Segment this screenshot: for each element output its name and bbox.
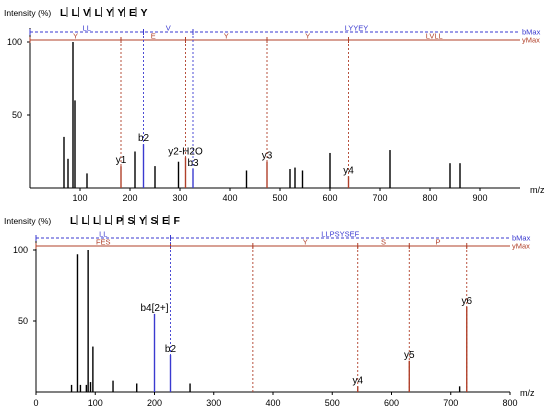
y-ladder-label: Y <box>224 32 229 41</box>
b-ladder-label: LLPSYSEF <box>321 230 359 239</box>
x-tick-label: 300 <box>172 193 187 203</box>
sequence-residue: P <box>116 215 123 227</box>
sequence-residue: L <box>60 7 67 19</box>
y-series-name: yMax <box>512 242 530 251</box>
sequence-residue: V <box>83 7 90 19</box>
x-tick-label: 400 <box>222 193 237 203</box>
sequence-residue: S <box>151 215 158 227</box>
y-ladder-label: Y <box>305 32 310 41</box>
b-series-name: bMax <box>522 28 541 37</box>
peak-annotation: b2 <box>165 344 177 355</box>
x-tick-label: 100 <box>72 193 87 203</box>
x-tick-label: 200 <box>122 193 137 203</box>
x-tick-label: 800 <box>502 398 517 408</box>
sequence-residue: L <box>82 215 89 227</box>
sequence-residue: L <box>105 215 112 227</box>
b-ladder-label: LL <box>99 230 107 239</box>
sequence-residue: L <box>95 7 102 19</box>
y-ladder-label: P <box>436 238 441 247</box>
b-series-name: bMax <box>512 234 531 243</box>
y-ladder-label: E <box>151 32 156 41</box>
y-tick-label: 100 <box>7 37 22 47</box>
peak-annotation: b3 <box>187 158 199 169</box>
sequence-residue: L <box>93 215 100 227</box>
x-tick-label: 400 <box>265 398 280 408</box>
y-ladder-label: Y <box>73 32 78 41</box>
peak-annotation: y2-H2O <box>168 146 203 157</box>
sequence-residue: Y <box>141 7 148 19</box>
sequence-residue: L <box>70 215 77 227</box>
x-tick-label: 100 <box>88 398 103 408</box>
x-tick-label: 200 <box>147 398 162 408</box>
peak-annotation: y4 <box>343 165 354 176</box>
x-axis-label: m/z <box>530 185 545 195</box>
y-axis-label: Intensity (%) <box>4 8 51 18</box>
b-ladder-label: LL <box>83 24 91 33</box>
y-ladder-label: S <box>381 238 386 247</box>
x-tick-label: 900 <box>472 193 487 203</box>
y-tick-label: 50 <box>12 110 22 120</box>
sequence-residue: E <box>162 215 169 227</box>
peak-annotation: y4 <box>352 375 363 386</box>
y-ladder-label: Y <box>303 238 308 247</box>
y-tick-label: 100 <box>13 245 28 255</box>
y-series-name: yMax <box>522 36 540 45</box>
x-tick-label: 700 <box>372 193 387 203</box>
y-ladder-label: FES <box>96 238 111 247</box>
sequence-residue: E <box>129 7 136 19</box>
peak-annotation: y1 <box>116 155 127 166</box>
peak-annotation: y6 <box>461 296 472 307</box>
x-tick-label: 300 <box>206 398 221 408</box>
x-tick-label: 600 <box>384 398 399 408</box>
x-tick-label: 600 <box>322 193 337 203</box>
peak-annotation: y5 <box>404 350 415 361</box>
b-ladder-label: V <box>166 24 171 33</box>
b-ladder-label: LYYEY <box>345 24 369 33</box>
sequence-residue: L <box>72 7 79 19</box>
x-tick-label: 500 <box>272 193 287 203</box>
x-tick-label: 700 <box>443 398 458 408</box>
y-tick-label: 50 <box>18 316 28 326</box>
peak-annotation: b4[2+] <box>140 303 168 314</box>
x-tick-label: 800 <box>422 193 437 203</box>
x-axis-label: m/z <box>520 388 535 398</box>
peak-annotation: b2 <box>138 133 150 144</box>
y-axis-label: Intensity (%) <box>4 216 51 226</box>
sequence-residue: S <box>128 215 135 227</box>
y-ladder-label: LVLL <box>426 32 443 41</box>
peak-annotation: y3 <box>262 151 273 162</box>
sequence-residue: Y <box>139 215 146 227</box>
x-tick-label: 0 <box>33 398 38 408</box>
sequence-residue: Y <box>106 7 113 19</box>
x-tick-label: 500 <box>325 398 340 408</box>
sequence-residue: F <box>174 215 181 227</box>
sequence-residue: Y <box>118 7 125 19</box>
